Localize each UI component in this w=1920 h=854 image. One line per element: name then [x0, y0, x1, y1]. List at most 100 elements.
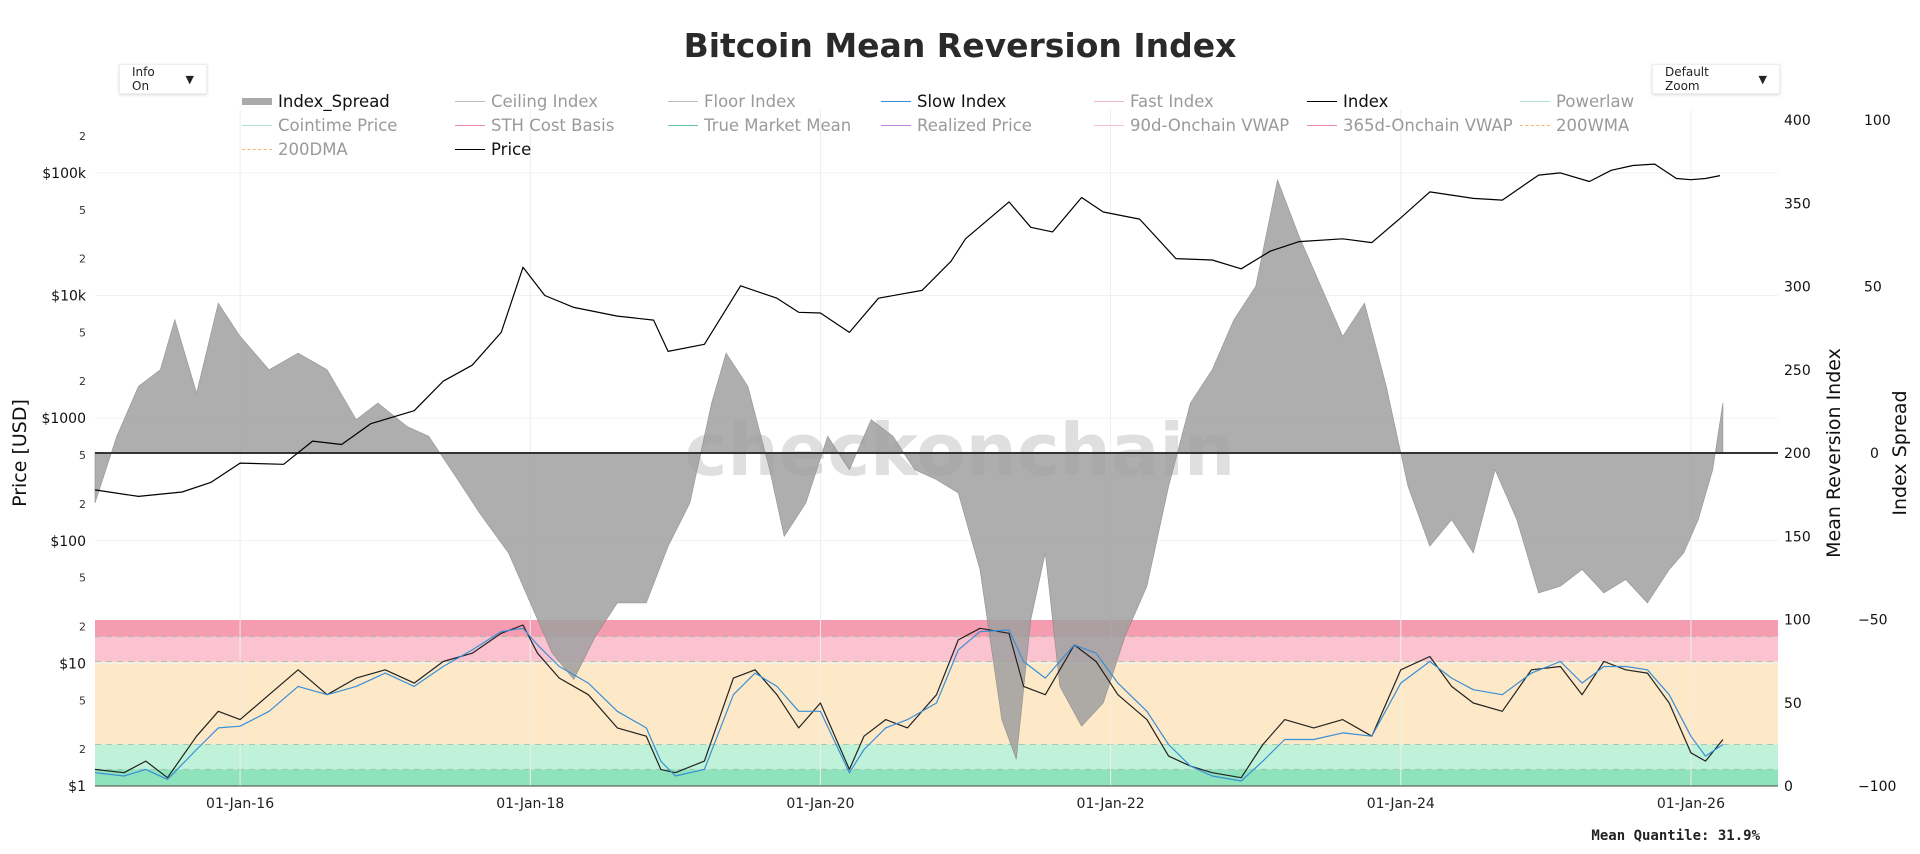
mri-tick-label: 250: [1784, 363, 1811, 379]
mri-tick-label: 50: [1784, 696, 1802, 712]
legend-label: Index_Spread: [278, 92, 390, 111]
chart-title: Bitcoin Mean Reversion Index: [683, 26, 1237, 65]
spread-tick-label: −100: [1858, 779, 1896, 795]
series-slow-index: [94, 627, 1724, 782]
x-axis-ticks: 01-Jan-16 01-Jan-18 01-Jan-20 01-Jan-22 01-J…: [206, 796, 1725, 812]
zoom-select-dropdown[interactable]: Default Zoom ▼: [1652, 64, 1780, 94]
x-tick-label: 01-Jan-24: [1367, 796, 1435, 812]
x-tick-label: 01-Jan-16: [206, 796, 274, 812]
mri-tick-label: 0: [1784, 779, 1793, 795]
price-tick-label: $10: [59, 656, 86, 672]
price-minor-tick-label: 5: [79, 694, 86, 707]
quantile-band-4: [95, 620, 1778, 637]
price-minor-tick-label: 5: [79, 326, 86, 339]
legend-item-powerlaw[interactable]: Powerlaw: [1520, 92, 1634, 111]
x-tick-label: 01-Jan-22: [1077, 796, 1145, 812]
mri-tick-label: 100: [1784, 613, 1811, 629]
legend-label: Slow Index: [917, 92, 1007, 111]
quantile-band-3: [95, 636, 1778, 662]
legend-swatch: [881, 101, 911, 102]
price-tick-label: $1: [68, 779, 86, 795]
x-tick-label: 01-Jan-18: [496, 796, 564, 812]
chevron-down-icon: ▼: [1758, 72, 1767, 86]
legend-item-cointime-price[interactable]: Cointime Price: [242, 116, 397, 135]
legend-item-fast-index[interactable]: Fast Index: [1094, 92, 1214, 111]
price-minor-tick-label: 5: [79, 204, 86, 217]
legend-item-365d-onchain-vwap[interactable]: 365d-Onchain VWAP: [1307, 116, 1513, 135]
zoom-select-label: Default Zoom: [1665, 65, 1709, 93]
price-axis-label: Price [USD]: [9, 399, 31, 507]
price-minor-tick-label: 5: [79, 449, 86, 462]
price-minor-tick-label: 2: [79, 253, 86, 266]
price-tick-label: $10k: [51, 289, 87, 305]
spread-axis-label: Index Spread: [1889, 390, 1911, 515]
spread-tick-label: 100: [1864, 113, 1891, 129]
spread-tick-label: 0: [1870, 446, 1879, 462]
legend-label: Cointime Price: [278, 116, 398, 135]
spread-tick-label: −50: [1858, 613, 1888, 629]
legend-label: Ceiling Index: [491, 92, 599, 111]
legend-swatch: [1307, 125, 1337, 126]
spread-tick-label: 50: [1864, 280, 1882, 296]
info-toggle-dropdown[interactable]: Info On ▼: [119, 64, 207, 94]
chevron-down-icon: ▼: [185, 72, 194, 86]
mri-axis-label: Mean Reversion Index: [1823, 348, 1845, 558]
x-tick-label: 01-Jan-20: [786, 796, 854, 812]
legend-item-true-market-mean[interactable]: True Market Mean: [668, 116, 851, 135]
legend-item-slow-index[interactable]: Slow Index: [881, 92, 1006, 111]
legend-swatch: [881, 125, 911, 126]
series-index-spread-area: [94, 178, 1724, 760]
legend-swatch: [455, 149, 485, 150]
mri-tick-label: 400: [1784, 113, 1811, 129]
legend-label: Floor Index: [704, 92, 796, 111]
info-toggle-label: Info On: [132, 65, 155, 93]
price-tick-label: $100: [50, 534, 86, 550]
quantile-band-0: [95, 769, 1778, 786]
mri-axis-ticks: 0 50 100 150 200 250 300 350 400: [1784, 113, 1811, 795]
price-tick-label: $1000: [41, 411, 86, 427]
spread-axis-ticks: −100 −50 0 50 100: [1858, 113, 1896, 795]
legend-item-price[interactable]: Price: [455, 140, 531, 159]
legend-swatch: [668, 125, 698, 126]
legend-item-200wma[interactable]: 200WMA: [1520, 116, 1629, 135]
legend-swatch: [1520, 101, 1550, 102]
price-minor-tick-label: 2: [79, 130, 86, 143]
legend-swatch: [455, 125, 485, 126]
price-minor-tick-label: 2: [79, 498, 86, 511]
price-minor-tick-label: 5: [79, 572, 86, 585]
legend-item-realized-price[interactable]: Realized Price: [881, 116, 1032, 135]
legend-label: Powerlaw: [1556, 92, 1635, 111]
legend-swatch: [242, 125, 272, 126]
mri-tick-label: 200: [1784, 446, 1811, 462]
legend-swatch: [668, 101, 698, 102]
legend-item-index[interactable]: Index: [1307, 92, 1388, 111]
legend-swatch: [455, 101, 485, 102]
price-minor-tick-label: 2: [79, 375, 86, 388]
legend-label: STH Cost Basis: [491, 116, 615, 135]
mean-quantile-readout: Mean Quantile: 31.9%: [1591, 828, 1760, 844]
x-tick-label: 01-Jan-26: [1657, 796, 1725, 812]
legend-swatch: [1307, 101, 1337, 102]
legend-swatch: [242, 149, 272, 150]
price-axis-ticks: $1 2 5 $10 2 5 $100 2 5 $1000 2 5 $10k 2 5 $100k 2: [41, 130, 86, 795]
legend-label: True Market Mean: [704, 116, 852, 135]
legend-item-ceiling-index[interactable]: Ceiling Index: [455, 92, 598, 111]
mri-tick-label: 300: [1784, 280, 1811, 296]
legend-label: Price: [491, 140, 532, 159]
mri-tick-label: 150: [1784, 529, 1811, 545]
legend-item-200dma[interactable]: 200DMA: [242, 140, 348, 159]
legend-swatch: [1094, 125, 1124, 126]
price-minor-tick-label: 2: [79, 620, 86, 633]
legend-label: 365d-Onchain VWAP: [1343, 116, 1513, 135]
price-tick-label: $100k: [42, 166, 87, 182]
legend-item-sth-cost-basis[interactable]: STH Cost Basis: [455, 116, 614, 135]
legend-label: 200DMA: [278, 140, 348, 159]
legend-item-index-spread[interactable]: Index_Spread: [242, 92, 390, 111]
legend-label: Fast Index: [1130, 92, 1214, 111]
legend-item-90d-onchain-vwap[interactable]: 90d-Onchain VWAP: [1094, 116, 1289, 135]
legend-label: 200WMA: [1556, 116, 1630, 135]
legend-item-floor-index[interactable]: Floor Index: [668, 92, 796, 111]
legend-label: Index: [1343, 92, 1389, 111]
legend-label: 90d-Onchain VWAP: [1130, 116, 1290, 135]
